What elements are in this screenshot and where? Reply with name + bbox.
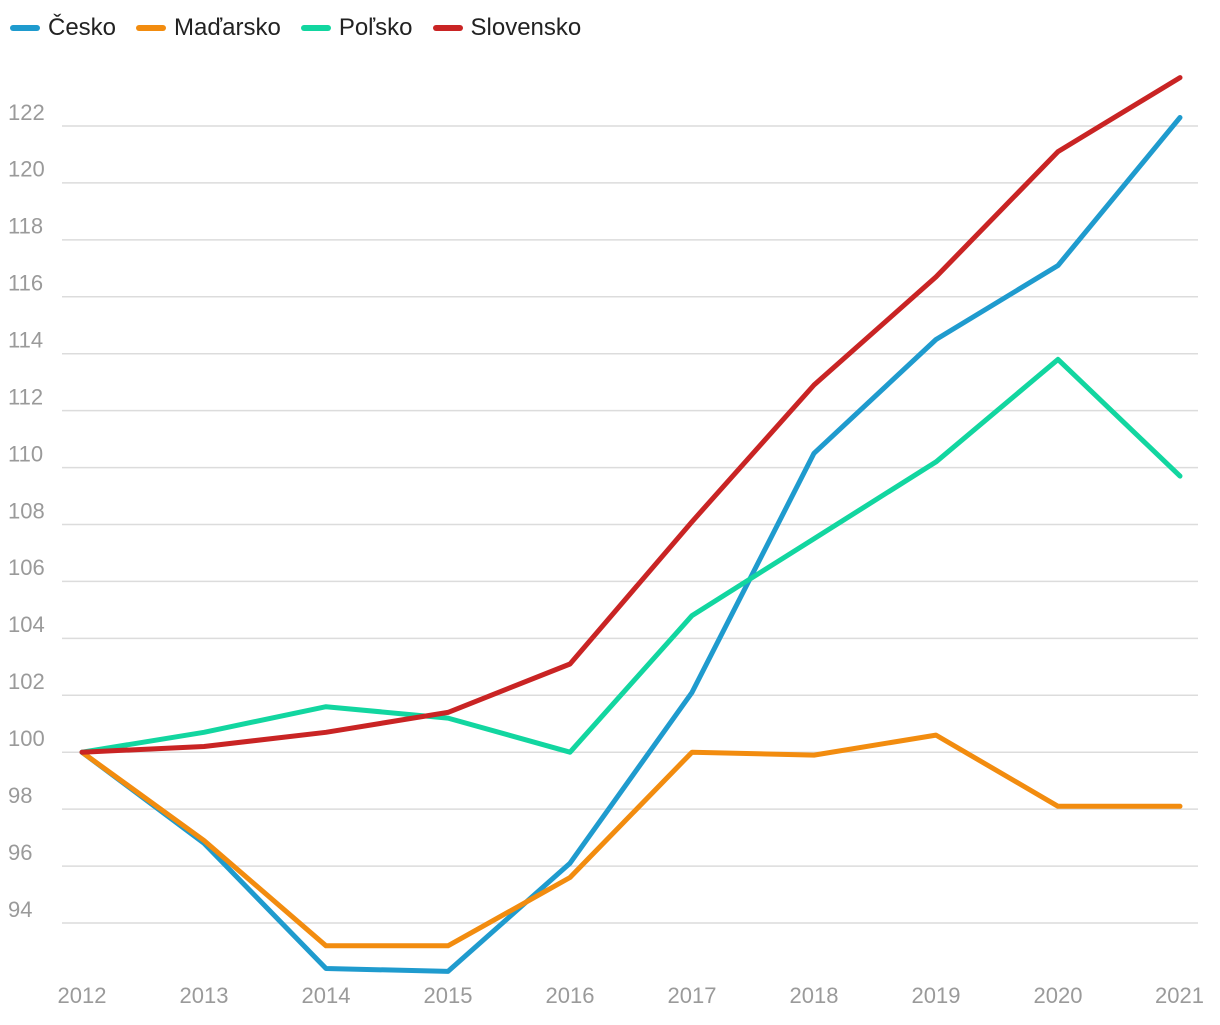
y-axis-ticks: 94 96 98 100 102 104 106 108 110 112 114 116 118 120 1… — [8, 100, 45, 922]
legend-swatch-madarsko — [136, 25, 167, 31]
x-tick-label: 2021 — [1155, 983, 1204, 1008]
legend-swatch-cesko — [10, 25, 40, 31]
y-tick-label: 102 — [8, 669, 45, 694]
y-tick-label: 116 — [8, 271, 43, 296]
y-tick-label: 114 — [8, 328, 43, 353]
y-tick-label: 106 — [8, 555, 45, 580]
x-tick-label: 2016 — [546, 983, 595, 1008]
series-line-3[interactable] — [79, 75, 1183, 755]
series-line-1[interactable] — [79, 732, 1183, 949]
y-tick-label: 104 — [8, 612, 45, 637]
legend-swatch-polsko — [300, 25, 331, 31]
x-tick-label: 2013 — [180, 983, 229, 1008]
x-tick-label: 2015 — [424, 983, 473, 1008]
x-tick-label: 2014 — [302, 983, 351, 1008]
legend-swatch-slovensko — [432, 25, 463, 31]
x-tick-label: 2018 — [790, 983, 839, 1008]
x-tick-label: 2020 — [1034, 983, 1083, 1008]
legend-item-polsko[interactable]: Poľsko — [300, 14, 413, 42]
y-tick-label: 110 — [8, 441, 43, 466]
legend-label-madarsko: Maďarsko — [174, 14, 281, 41]
legend-item-cesko[interactable]: Česko — [10, 14, 116, 42]
x-tick-label: 2019 — [912, 983, 961, 1008]
legend-label-polsko: Poľsko — [338, 14, 413, 41]
legend-item-slovensko[interactable]: Slovensko — [432, 14, 582, 42]
series-line-0[interactable] — [79, 115, 1183, 974]
legend-item-madarsko[interactable]: Maďarsko — [136, 14, 281, 42]
y-tick-label: 96 — [8, 840, 32, 865]
series-line-2[interactable] — [79, 356, 1183, 755]
y-tick-label: 98 — [8, 783, 32, 808]
y-tick-label: 94 — [8, 897, 32, 922]
y-tick-label: 120 — [8, 157, 45, 182]
y-tick-label: 118 — [8, 214, 43, 239]
gridlines — [62, 125, 1198, 924]
x-tick-label: 2017 — [668, 983, 717, 1008]
series-lines — [79, 75, 1183, 974]
legend-label-slovensko: Slovensko — [470, 14, 582, 41]
y-tick-label: 122 — [8, 100, 45, 125]
x-tick-label: 2012 — [58, 983, 107, 1008]
y-tick-label: 100 — [8, 726, 45, 751]
x-axis-ticks: 2012 2013 2014 2015 2016 2017 2018 2019 2020 2021 — [58, 983, 1204, 1008]
y-tick-label: 108 — [8, 498, 45, 523]
legend-label-cesko: Česko — [48, 14, 117, 41]
legend: Česko Maďarsko Poľsko Slovensko — [10, 14, 601, 42]
y-tick-label: 112 — [8, 384, 43, 409]
